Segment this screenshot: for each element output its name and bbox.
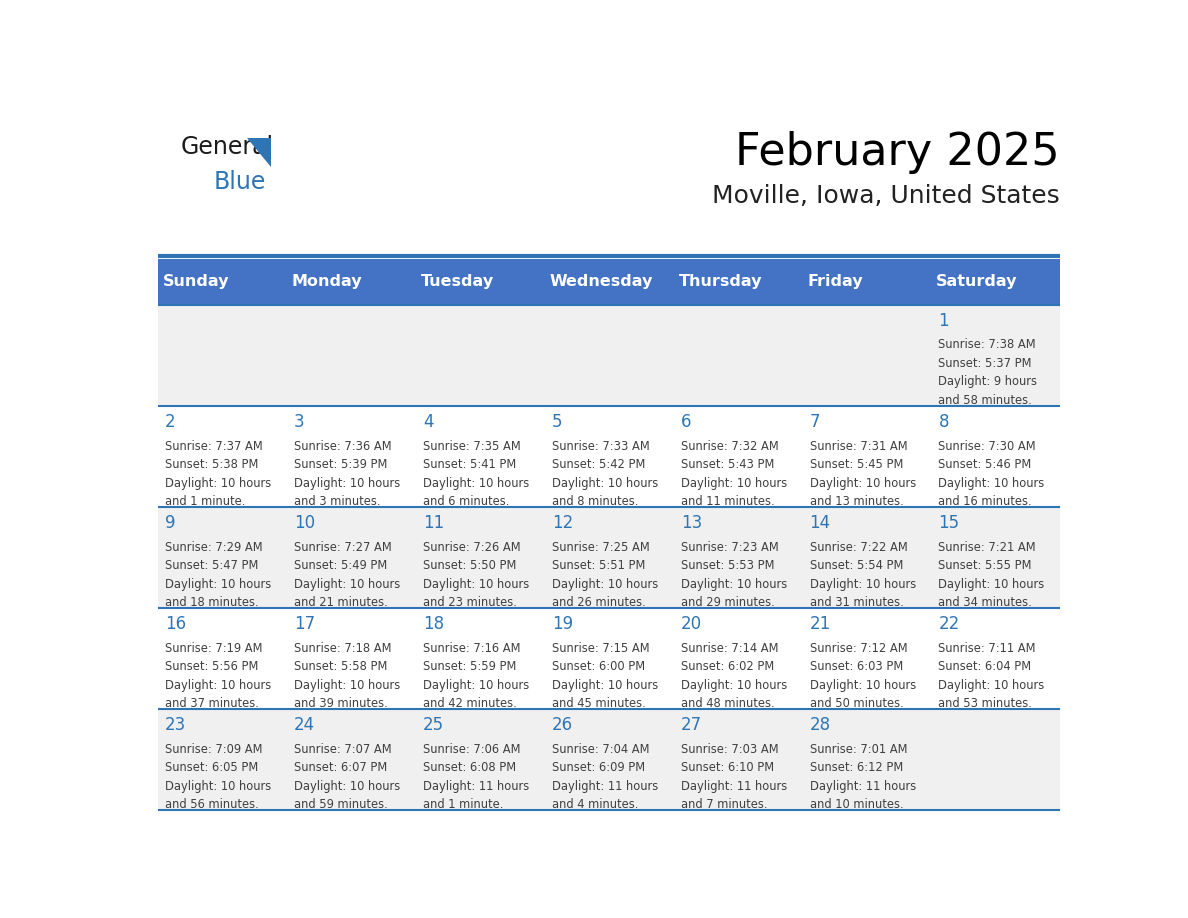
Text: Sunrise: 7:16 AM
Sunset: 5:59 PM
Daylight: 10 hours
and 42 minutes.: Sunrise: 7:16 AM Sunset: 5:59 PM Dayligh…: [423, 642, 529, 711]
Text: 24: 24: [293, 716, 315, 733]
Text: Sunrise: 7:30 AM
Sunset: 5:46 PM
Daylight: 10 hours
and 16 minutes.: Sunrise: 7:30 AM Sunset: 5:46 PM Dayligh…: [939, 440, 1044, 508]
Text: 22: 22: [939, 615, 960, 633]
Text: General: General: [181, 135, 274, 159]
Text: 23: 23: [165, 716, 187, 733]
Bar: [158, 259, 1060, 305]
Text: Wednesday: Wednesday: [550, 274, 653, 289]
Text: Sunrise: 7:29 AM
Sunset: 5:47 PM
Daylight: 10 hours
and 18 minutes.: Sunrise: 7:29 AM Sunset: 5:47 PM Dayligh…: [165, 541, 271, 610]
Text: Sunrise: 7:14 AM
Sunset: 6:02 PM
Daylight: 10 hours
and 48 minutes.: Sunrise: 7:14 AM Sunset: 6:02 PM Dayligh…: [681, 642, 786, 711]
Text: Sunrise: 7:35 AM
Sunset: 5:41 PM
Daylight: 10 hours
and 6 minutes.: Sunrise: 7:35 AM Sunset: 5:41 PM Dayligh…: [423, 440, 529, 508]
Polygon shape: [247, 138, 271, 167]
Bar: [158, 608, 1060, 709]
Bar: [158, 305, 1060, 406]
Text: 27: 27: [681, 716, 702, 733]
Text: 2: 2: [165, 413, 176, 431]
Text: 8: 8: [939, 413, 949, 431]
Text: 13: 13: [681, 514, 702, 532]
Text: Sunrise: 7:12 AM
Sunset: 6:03 PM
Daylight: 10 hours
and 50 minutes.: Sunrise: 7:12 AM Sunset: 6:03 PM Dayligh…: [809, 642, 916, 711]
Text: Sunrise: 7:38 AM
Sunset: 5:37 PM
Daylight: 9 hours
and 58 minutes.: Sunrise: 7:38 AM Sunset: 5:37 PM Dayligh…: [939, 339, 1037, 407]
Text: Monday: Monday: [292, 274, 362, 289]
Text: 26: 26: [551, 716, 573, 733]
Text: Sunrise: 7:01 AM
Sunset: 6:12 PM
Daylight: 11 hours
and 10 minutes.: Sunrise: 7:01 AM Sunset: 6:12 PM Dayligh…: [809, 743, 916, 812]
Text: Sunrise: 7:19 AM
Sunset: 5:56 PM
Daylight: 10 hours
and 37 minutes.: Sunrise: 7:19 AM Sunset: 5:56 PM Dayligh…: [165, 642, 271, 711]
Text: Sunrise: 7:21 AM
Sunset: 5:55 PM
Daylight: 10 hours
and 34 minutes.: Sunrise: 7:21 AM Sunset: 5:55 PM Dayligh…: [939, 541, 1044, 610]
Text: Sunrise: 7:18 AM
Sunset: 5:58 PM
Daylight: 10 hours
and 39 minutes.: Sunrise: 7:18 AM Sunset: 5:58 PM Dayligh…: [293, 642, 400, 711]
Text: 10: 10: [293, 514, 315, 532]
Bar: [158, 709, 1060, 810]
Text: 12: 12: [551, 514, 573, 532]
Text: Sunrise: 7:11 AM
Sunset: 6:04 PM
Daylight: 10 hours
and 53 minutes.: Sunrise: 7:11 AM Sunset: 6:04 PM Dayligh…: [939, 642, 1044, 711]
Text: Sunrise: 7:04 AM
Sunset: 6:09 PM
Daylight: 11 hours
and 4 minutes.: Sunrise: 7:04 AM Sunset: 6:09 PM Dayligh…: [551, 743, 658, 812]
Text: 4: 4: [423, 413, 434, 431]
Text: Sunrise: 7:27 AM
Sunset: 5:49 PM
Daylight: 10 hours
and 21 minutes.: Sunrise: 7:27 AM Sunset: 5:49 PM Dayligh…: [293, 541, 400, 610]
Text: Sunrise: 7:15 AM
Sunset: 6:00 PM
Daylight: 10 hours
and 45 minutes.: Sunrise: 7:15 AM Sunset: 6:00 PM Dayligh…: [551, 642, 658, 711]
Text: 9: 9: [165, 514, 176, 532]
Text: 7: 7: [809, 413, 820, 431]
Text: Sunrise: 7:03 AM
Sunset: 6:10 PM
Daylight: 11 hours
and 7 minutes.: Sunrise: 7:03 AM Sunset: 6:10 PM Dayligh…: [681, 743, 786, 812]
Text: Sunrise: 7:07 AM
Sunset: 6:07 PM
Daylight: 10 hours
and 59 minutes.: Sunrise: 7:07 AM Sunset: 6:07 PM Dayligh…: [293, 743, 400, 812]
Text: 28: 28: [809, 716, 830, 733]
Text: Saturday: Saturday: [936, 274, 1018, 289]
Text: 20: 20: [681, 615, 702, 633]
Text: Tuesday: Tuesday: [421, 274, 494, 289]
Text: Sunrise: 7:37 AM
Sunset: 5:38 PM
Daylight: 10 hours
and 1 minute.: Sunrise: 7:37 AM Sunset: 5:38 PM Dayligh…: [165, 440, 271, 508]
Text: 19: 19: [551, 615, 573, 633]
Text: Moville, Iowa, United States: Moville, Iowa, United States: [713, 185, 1060, 208]
Text: 16: 16: [165, 615, 187, 633]
Text: Sunrise: 7:09 AM
Sunset: 6:05 PM
Daylight: 10 hours
and 56 minutes.: Sunrise: 7:09 AM Sunset: 6:05 PM Dayligh…: [165, 743, 271, 812]
Text: 11: 11: [423, 514, 444, 532]
Text: Sunrise: 7:22 AM
Sunset: 5:54 PM
Daylight: 10 hours
and 31 minutes.: Sunrise: 7:22 AM Sunset: 5:54 PM Dayligh…: [809, 541, 916, 610]
Text: 5: 5: [551, 413, 562, 431]
Text: 1: 1: [939, 311, 949, 330]
Text: 15: 15: [939, 514, 960, 532]
Text: Thursday: Thursday: [678, 274, 762, 289]
Text: 17: 17: [293, 615, 315, 633]
Text: Sunrise: 7:26 AM
Sunset: 5:50 PM
Daylight: 10 hours
and 23 minutes.: Sunrise: 7:26 AM Sunset: 5:50 PM Dayligh…: [423, 541, 529, 610]
Text: 3: 3: [293, 413, 304, 431]
Text: 14: 14: [809, 514, 830, 532]
Text: Friday: Friday: [808, 274, 862, 289]
Text: 21: 21: [809, 615, 830, 633]
Text: Sunday: Sunday: [163, 274, 229, 289]
Text: Sunrise: 7:23 AM
Sunset: 5:53 PM
Daylight: 10 hours
and 29 minutes.: Sunrise: 7:23 AM Sunset: 5:53 PM Dayligh…: [681, 541, 786, 610]
Text: February 2025: February 2025: [735, 131, 1060, 174]
Text: 6: 6: [681, 413, 691, 431]
Text: Blue: Blue: [214, 170, 266, 195]
Text: 18: 18: [423, 615, 444, 633]
Text: Sunrise: 7:06 AM
Sunset: 6:08 PM
Daylight: 11 hours
and 1 minute.: Sunrise: 7:06 AM Sunset: 6:08 PM Dayligh…: [423, 743, 529, 812]
Text: Sunrise: 7:36 AM
Sunset: 5:39 PM
Daylight: 10 hours
and 3 minutes.: Sunrise: 7:36 AM Sunset: 5:39 PM Dayligh…: [293, 440, 400, 508]
Bar: [158, 507, 1060, 608]
Text: Sunrise: 7:25 AM
Sunset: 5:51 PM
Daylight: 10 hours
and 26 minutes.: Sunrise: 7:25 AM Sunset: 5:51 PM Dayligh…: [551, 541, 658, 610]
Text: Sunrise: 7:31 AM
Sunset: 5:45 PM
Daylight: 10 hours
and 13 minutes.: Sunrise: 7:31 AM Sunset: 5:45 PM Dayligh…: [809, 440, 916, 508]
Text: Sunrise: 7:32 AM
Sunset: 5:43 PM
Daylight: 10 hours
and 11 minutes.: Sunrise: 7:32 AM Sunset: 5:43 PM Dayligh…: [681, 440, 786, 508]
Bar: [158, 406, 1060, 507]
Text: 25: 25: [423, 716, 444, 733]
Text: Sunrise: 7:33 AM
Sunset: 5:42 PM
Daylight: 10 hours
and 8 minutes.: Sunrise: 7:33 AM Sunset: 5:42 PM Dayligh…: [551, 440, 658, 508]
